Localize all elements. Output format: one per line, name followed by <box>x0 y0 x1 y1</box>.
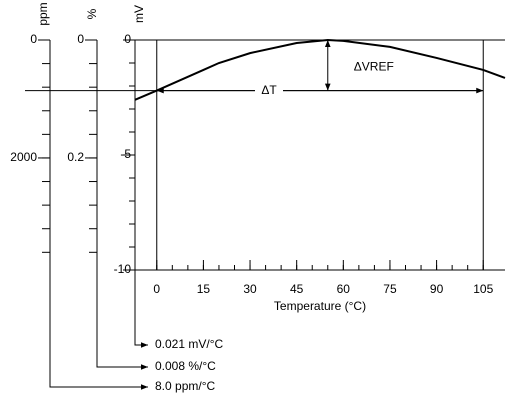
x-tick-label: 90 <box>430 282 444 296</box>
y-tick-label: -5 <box>120 147 131 161</box>
x-tick-label: 30 <box>243 282 257 296</box>
y-tick-label: -10 <box>114 262 132 276</box>
result: 8.0 ppm/°C <box>155 379 215 393</box>
label-bg <box>255 82 283 99</box>
ppm-axis-label: ppm <box>36 2 50 25</box>
result: 0.021 mV/°C <box>155 337 223 351</box>
x-tick-label: 15 <box>197 282 211 296</box>
x-tick-label: 75 <box>383 282 397 296</box>
tick-label: 0 <box>30 32 37 46</box>
x-tick-label: 0 <box>153 282 160 296</box>
x-tick-label: 105 <box>473 282 493 296</box>
x-tick-label: 45 <box>290 282 304 296</box>
delta-t-label: ΔT <box>261 83 277 97</box>
result: 0.008 %/°C <box>155 359 216 373</box>
delta-v-label: ΔVREF <box>354 59 394 73</box>
leader <box>49 270 148 390</box>
tick-label: 0.2 <box>67 150 84 164</box>
x-tick-label: 60 <box>337 282 351 296</box>
tick-label: 0 <box>77 32 84 46</box>
percent-axis-label: % <box>85 8 99 19</box>
tick-label: 2000 <box>10 150 37 164</box>
leader <box>134 270 148 348</box>
y-tick-label: 0 <box>124 32 131 46</box>
line <box>134 38 506 101</box>
y-axis-label: mV <box>132 5 146 23</box>
x-axis-label: Temperature (°C) <box>274 299 366 313</box>
leader <box>96 270 148 370</box>
